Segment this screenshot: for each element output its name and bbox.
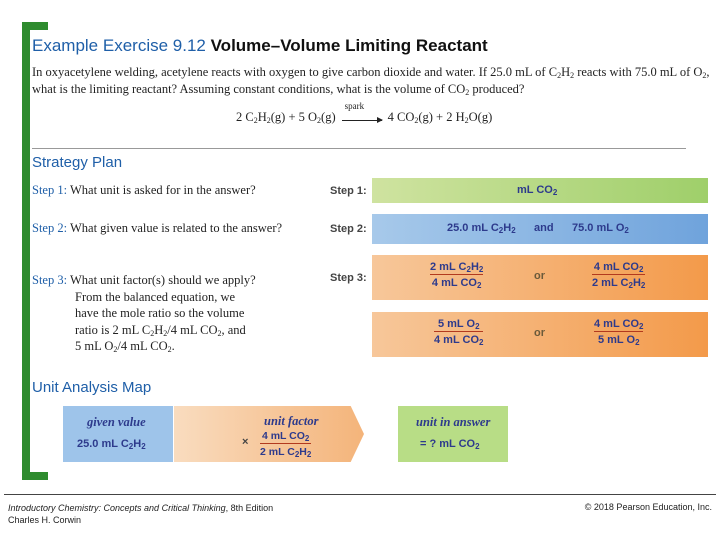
footer-rule: [4, 494, 716, 495]
given-oxygen: 75.0 mL O2: [572, 222, 629, 235]
step-1-text: Step 1: What unit is asked for in the an…: [32, 183, 256, 197]
unit-analysis-heading: Unit Analysis Map: [32, 379, 152, 396]
unit-asked: mL CO2: [517, 184, 558, 197]
factor-oxygen-co2: 5 mL O2 4 mL CO2: [434, 318, 484, 347]
footer-copyright: © 2018 Pearson Education, Inc.: [584, 502, 712, 512]
or-text: or: [534, 327, 545, 339]
balanced-equation: 2 C2H2(g) + 5 O2(g) spark 4 CO2(g) + 2 H2O…: [236, 101, 493, 125]
given-value: 25.0 mL C2H2: [77, 438, 146, 451]
step-2-text: Step 2: What given value is related to t…: [32, 221, 283, 235]
problem-statement: In oxyacetylene welding, acetylene react…: [32, 65, 710, 97]
diagram-step-1-label: Step 1:: [330, 185, 367, 197]
step-3-text: Step 3: What unit factor(s) should we ap…: [32, 273, 256, 354]
factor-co2-oxygen: 4 mL CO2 5 mL O2: [594, 318, 644, 347]
given-value-box: given value 25.0 mL C2H2: [63, 406, 173, 462]
unit-factor-box: × unit factor 4 mL CO2 2 mL C2H2: [174, 406, 364, 462]
reaction-arrow: spark: [341, 101, 383, 123]
step-2-bar: 25.0 mL C2H2 and 75.0 mL O2: [372, 214, 708, 244]
slide-bracket-bottom: [22, 472, 48, 480]
times-sign: ×: [242, 436, 249, 448]
factor-acetylene-co2: 2 mL C2H2 4 mL CO2: [430, 261, 484, 290]
slide-bracket: [22, 22, 30, 480]
step-1-bar: mL CO2: [372, 178, 708, 203]
given-acetylene: 25.0 mL C2H2: [447, 222, 516, 235]
step-3-bar-acetylene: 2 mL C2H2 4 mL CO2 or 4 mL CO2 2 mL C2H2: [372, 255, 708, 300]
factor-co2-acetylene: 4 mL CO2 2 mL C2H2: [592, 261, 646, 290]
page-title: Example Exercise 9.12 Volume–Volume Limi…: [32, 36, 488, 55]
step-3-bar-oxygen: 5 mL O2 4 mL CO2 or 4 mL CO2 5 mL O2: [372, 312, 708, 357]
diagram-step-2-label: Step 2:: [330, 223, 367, 235]
or-text: or: [534, 270, 545, 282]
unit-in-answer-box: unit in answer = ? mL CO2: [398, 406, 508, 462]
divider: [32, 148, 686, 149]
answer-value: = ? mL CO2: [420, 438, 480, 451]
footer-citation: Introductory Chemistry: Concepts and Cri…: [8, 503, 274, 525]
strategy-heading: Strategy Plan: [32, 154, 123, 171]
and-text: and: [534, 222, 554, 234]
slide-bracket-top: [22, 22, 48, 30]
diagram-step-3-label: Step 3:: [330, 272, 367, 284]
unit-factor: 4 mL CO2 2 mL C2H2: [260, 430, 312, 459]
